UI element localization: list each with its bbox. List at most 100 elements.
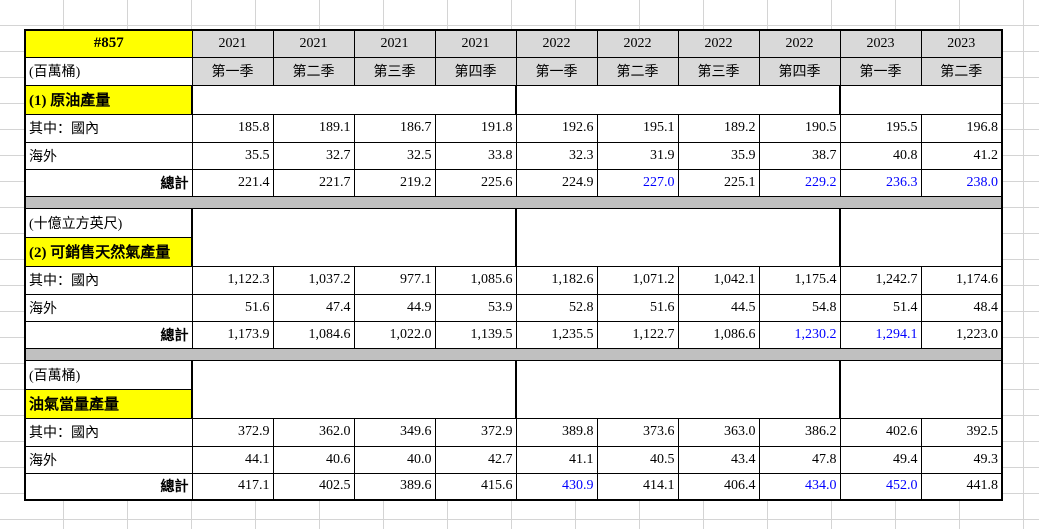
year: 2022 xyxy=(677,29,760,58)
blank xyxy=(678,208,759,237)
row-label: 海外 xyxy=(24,141,193,170)
value: 372.9 xyxy=(191,417,274,447)
blank xyxy=(759,85,840,114)
value: 33.8 xyxy=(434,141,517,170)
section-title-row-label: (1) 原油產量 xyxy=(24,84,193,115)
quarter: 第二季 xyxy=(272,56,355,86)
value: 225.1 xyxy=(677,168,760,197)
band-row xyxy=(24,195,1003,209)
value: 186.7 xyxy=(353,113,436,143)
value: 42.7 xyxy=(434,445,517,474)
value: 402.5 xyxy=(272,472,355,501)
value: 35.5 xyxy=(191,141,274,170)
value: 430.9 xyxy=(515,472,598,501)
blank xyxy=(759,389,840,418)
year: 2022 xyxy=(758,29,841,58)
value: 452.0 xyxy=(839,472,922,501)
value: 48.4 xyxy=(920,293,1003,322)
value: 1,230.2 xyxy=(758,320,841,349)
blank xyxy=(191,85,273,114)
blank xyxy=(191,360,273,389)
value: 1,122.3 xyxy=(191,265,274,295)
row-label: 海外 xyxy=(24,445,193,474)
value: 1,042.1 xyxy=(677,265,760,295)
row-label: 海外 xyxy=(24,293,193,322)
blank xyxy=(273,237,354,266)
value: 35.9 xyxy=(677,141,760,170)
quarter: 第三季 xyxy=(353,56,436,86)
value: 227.0 xyxy=(596,168,679,197)
value: 1,037.2 xyxy=(272,265,355,295)
year-row: #857 2021 2021 2021 2021 2022 2022 2022 2022 2023… xyxy=(24,29,1003,58)
blank xyxy=(839,237,921,266)
value: 189.2 xyxy=(677,113,760,143)
value: 1,182.6 xyxy=(515,265,598,295)
quarter: 第四季 xyxy=(758,56,841,86)
row-label: 其中：國內 xyxy=(24,417,193,447)
quarter: 第一季 xyxy=(515,56,598,86)
unit-row-label: (十億立方英尺) xyxy=(24,207,193,238)
value: 221.4 xyxy=(191,168,274,197)
blank xyxy=(354,237,435,266)
value: 414.1 xyxy=(596,472,679,501)
value: 52.8 xyxy=(515,293,598,322)
value: 1,223.0 xyxy=(920,320,1003,349)
value: 1,071.2 xyxy=(596,265,679,295)
data-row: 海外 35.5 32.7 32.5 33.8 32.3 31.9 35.9 38.7 40.8 41… xyxy=(24,141,1003,170)
blank xyxy=(191,208,273,237)
value: 191.8 xyxy=(434,113,517,143)
value: 389.6 xyxy=(353,472,436,501)
value: 32.3 xyxy=(515,141,598,170)
value: 185.8 xyxy=(191,113,274,143)
value: 225.6 xyxy=(434,168,517,197)
value: 1,022.0 xyxy=(353,320,436,349)
quarter: 第三季 xyxy=(677,56,760,86)
value: 224.9 xyxy=(515,168,598,197)
value: 41.1 xyxy=(515,445,598,474)
row-label: 總計 xyxy=(24,320,193,349)
blank xyxy=(678,85,759,114)
blank xyxy=(839,389,921,418)
value: 1,174.6 xyxy=(920,265,1003,295)
blank xyxy=(597,389,678,418)
year: 2021 xyxy=(434,29,517,58)
band xyxy=(24,195,1003,209)
blank xyxy=(597,208,678,237)
row-label: 總計 xyxy=(24,168,193,197)
blank xyxy=(921,389,1002,418)
value: 386.2 xyxy=(758,417,841,447)
quarter: 第一季 xyxy=(191,56,274,86)
value: 417.1 xyxy=(191,472,274,501)
blank xyxy=(839,360,921,389)
value: 236.3 xyxy=(839,168,922,197)
data-row: 總計 1,173.9 1,084.6 1,022.0 1,139.5 1,235.5 1,1… xyxy=(24,320,1003,349)
blank xyxy=(354,208,435,237)
value: 196.8 xyxy=(920,113,1003,143)
value: 349.6 xyxy=(353,417,436,447)
blank xyxy=(515,208,597,237)
sheet-body: #857 2021 2021 2021 2021 2022 2022 2022 2022 2023… xyxy=(24,29,1003,501)
blank xyxy=(597,360,678,389)
blank xyxy=(839,208,921,237)
section-title-row-label: (2) 可銷售天然氣產量 xyxy=(24,236,193,267)
value: 415.6 xyxy=(434,472,517,501)
value: 219.2 xyxy=(353,168,436,197)
value: 1,084.6 xyxy=(272,320,355,349)
blank xyxy=(273,208,354,237)
year: 2021 xyxy=(191,29,274,58)
value: 47.8 xyxy=(758,445,841,474)
section-title-row: 油氣當量產量 xyxy=(24,388,1002,419)
value: 47.4 xyxy=(272,293,355,322)
value: 229.2 xyxy=(758,168,841,197)
year: 2023 xyxy=(839,29,922,58)
value: 40.6 xyxy=(272,445,355,474)
year: 2021 xyxy=(272,29,355,58)
quarter-row: (百萬桶) 第一季 第二季 第三季 第四季 第一季 第二季 第三季 第四季 第一季 第二季 xyxy=(24,56,1003,86)
spreadsheet: #857 2021 2021 2021 2021 2022 2022 2022 2022 2023… xyxy=(24,29,1003,501)
data-row: 其中：國內 372.9 362.0 349.6 372.9 389.8 373.6 363.0… xyxy=(24,417,1003,447)
value: 54.8 xyxy=(758,293,841,322)
value: 32.7 xyxy=(272,141,355,170)
value: 406.4 xyxy=(677,472,760,501)
value: 434.0 xyxy=(758,472,841,501)
